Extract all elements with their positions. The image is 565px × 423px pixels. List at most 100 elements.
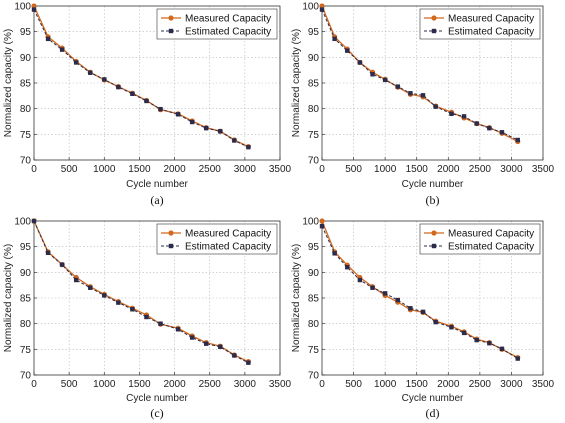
estimated-point [357,60,363,65]
measured-point [319,3,325,9]
legend-label: Measured Capacity [185,229,271,240]
y-tick-label: 85 [308,294,320,305]
estimated-point [332,36,337,42]
estimated-point [232,138,237,143]
y-tick-label: 80 [20,104,32,115]
x-tick-label: 1000 [374,164,397,175]
estimated-point [461,330,467,336]
legend-box [419,8,541,40]
estimated-point [73,60,79,65]
x-tick-label: 1500 [128,164,151,175]
estimated-point [31,218,37,224]
estimated-point [487,340,492,346]
estimated-point [515,137,520,143]
legend: Measured Capacity Estimated Capacity [156,8,278,40]
estimated-point [88,70,93,75]
estimated-point [116,300,121,305]
x-tick-label: 0 [31,164,37,175]
estimated-series-line [33,9,249,148]
estimated-point [218,129,223,134]
estimated-point [319,223,325,229]
estimated-point [189,335,195,340]
x-tick-label: 0 [31,379,37,390]
x-tick-label: 3000 [234,164,257,175]
estimated-point [357,277,363,283]
legend-marker-circle [431,230,437,236]
estimated-series-line [321,9,518,141]
y-tick-label: 95 [308,242,320,253]
y-tick-label: 85 [20,79,32,90]
y-tick-label: 90 [20,53,32,64]
y-tick-label: 100 [302,2,319,13]
y-tick-label: 100 [14,217,31,228]
estimated-point [204,125,209,131]
x-axis-label: Cycle number [402,393,464,404]
estimated-point [345,265,350,270]
y-tick-label: 100 [302,217,319,228]
y-tick-label: 95 [20,242,32,253]
estimated-point [370,72,375,77]
y-tick-label: 75 [20,130,32,141]
legend-marker-square [431,28,437,34]
x-tick-label: 2500 [469,379,492,390]
estimated-point [433,319,438,325]
chart-panel-c: 0 500 1000 1500 2000 2500 3000 3500 70 75 80 85 90 95… [3,217,292,421]
legend-marker-circle [168,15,174,21]
x-tick-label: 3500 [269,164,292,175]
y-tick-label: 95 [308,27,320,38]
estimated-point [449,325,454,330]
x-tick-label: 3000 [500,379,523,390]
legend-box [156,8,278,40]
estimated-point [130,307,135,312]
legend-label: Measured Capacity [185,14,271,25]
panel-caption: (d) [426,406,440,420]
panel-caption: (c) [150,406,163,420]
estimated-point [144,314,149,320]
legend-marker-circle [168,230,174,236]
estimated-point [59,47,65,52]
legend: Measured Capacity Estimated Capacity [156,223,278,255]
estimated-point [31,7,37,12]
estimated-point [499,346,505,352]
estimated-point [345,48,350,53]
legend-marker-circle [431,15,437,21]
x-tick-label: 500 [345,379,362,390]
y-axis-label: Normalized capacity (%) [3,29,14,137]
estimated-point [218,344,223,349]
measured-point [31,3,37,9]
estimated-point [88,285,93,290]
estimated-point [158,321,163,326]
chart-panel-a: 0 500 1000 1500 2000 2500 3000 3500 70 75 80 85 90 95… [3,2,292,208]
x-axis-label: Cycle number [402,179,464,190]
x-tick-label: 1500 [128,379,151,390]
panel-caption: (b) [426,193,440,207]
estimated-point [116,84,121,90]
y-tick-label: 75 [308,345,320,356]
x-tick-label: 3500 [532,164,555,175]
y-tick-label: 90 [308,268,320,279]
y-tick-label: 70 [20,371,32,382]
chart-panel-d: 0 500 1000 1500 2000 2500 3000 3500 70 75 80 85 90 95… [291,217,555,421]
estimated-point [73,277,79,283]
legend-marker-square [168,28,174,34]
estimated-point [408,91,413,96]
x-axis-label: Cycle number [126,179,188,190]
y-tick-label: 70 [308,156,320,167]
x-tick-label: 2000 [163,164,186,175]
estimated-point [515,356,520,361]
estimated-point [102,77,107,82]
x-tick-label: 500 [61,164,78,175]
x-tick-label: 3000 [234,379,257,390]
legend: Measured Capacity Estimated Capacity [419,8,541,40]
x-tick-label: 500 [61,379,78,390]
x-tick-label: 3500 [532,379,555,390]
y-axis-label: Normalized capacity (%) [291,29,302,137]
x-tick-label: 1000 [374,379,397,390]
y-tick-label: 85 [20,294,32,305]
legend-label: Estimated Capacity [185,27,271,38]
y-axis-label: Normalized capacity (%) [291,244,302,352]
estimated-point [189,119,195,125]
estimated-point [370,285,375,290]
panel-caption: (a) [150,193,163,207]
